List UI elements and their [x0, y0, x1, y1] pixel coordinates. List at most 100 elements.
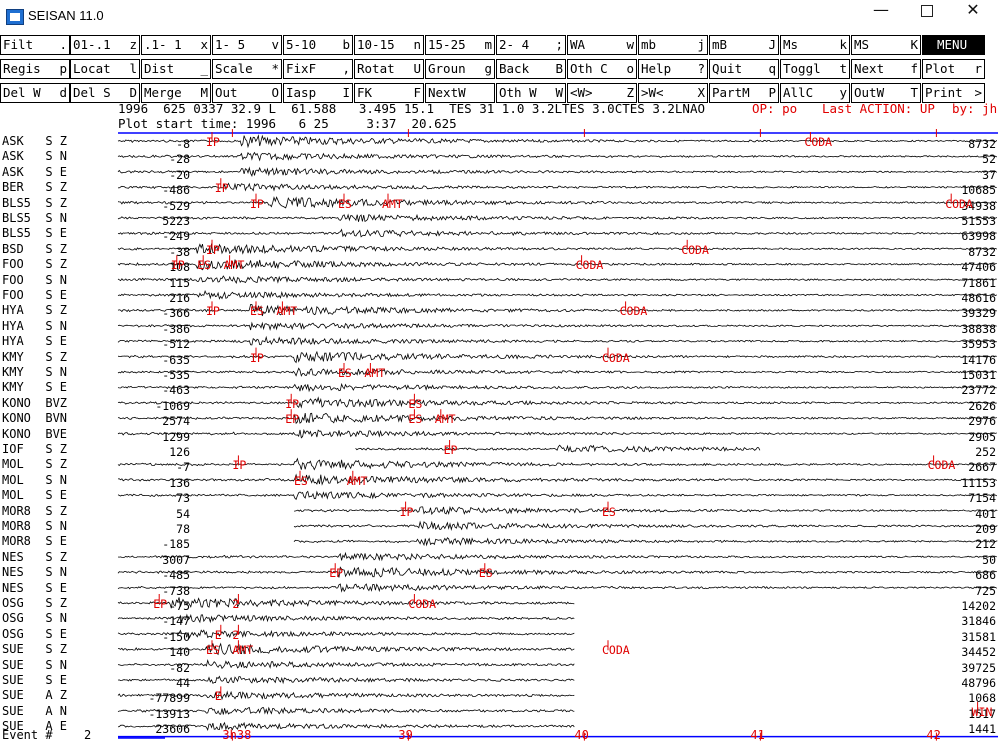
trace-waveform-19[interactable]: [117, 428, 997, 439]
toolbar-button-w-2-9[interactable]: >W< X: [638, 83, 708, 103]
trace-waveform-6[interactable]: [117, 228, 997, 238]
phase-pick-label[interactable]: WIN: [971, 704, 993, 719]
trace-waveform-0[interactable]: [117, 134, 998, 149]
phase-pick-label[interactable]: IP: [170, 258, 185, 273]
phase-pick-label[interactable]: ES: [206, 643, 220, 658]
trace-station-label[interactable]: OSG S N: [2, 611, 68, 626]
minimize-button[interactable]: —: [873, 0, 889, 19]
trace-station-label[interactable]: HYA S E: [2, 334, 68, 349]
trace-station-label[interactable]: FOO S N: [2, 272, 68, 287]
trace-waveform-18[interactable]: [117, 412, 997, 425]
phase-pick-label[interactable]: IP: [285, 396, 300, 411]
toolbar-button-mb-0-9[interactable]: mb j: [638, 35, 708, 55]
toolbar-button-rotat-1-5[interactable]: Rotat U: [354, 59, 424, 79]
phase-pick-label[interactable]: CODA: [408, 597, 437, 611]
phase-pick-label[interactable]: CODA: [804, 135, 833, 149]
trace-station-label[interactable]: SUE A E: [2, 719, 68, 734]
phase-pick-label[interactable]: 2: [232, 597, 240, 611]
toolbar-button-del-s-2-1[interactable]: Del S D: [70, 83, 140, 103]
phase-pick-label[interactable]: AMT: [276, 304, 298, 319]
toolbar-button-help-1-9[interactable]: Help?: [638, 59, 708, 79]
trace-station-label[interactable]: KMY S N: [2, 365, 68, 379]
trace-station-label[interactable]: SUE A N: [2, 703, 68, 718]
phase-pick-label[interactable]: CODA: [945, 196, 973, 211]
trace-station-label[interactable]: KONO BVE: [2, 426, 68, 441]
phase-pick-label[interactable]: AMT: [346, 473, 368, 488]
phase-pick-label[interactable]: CODA: [602, 643, 630, 658]
trace-station-label[interactable]: KONO BVN: [2, 411, 68, 426]
trace-station-label[interactable]: BER S Z: [2, 180, 68, 195]
trace-station-label[interactable]: SUE S N: [2, 657, 68, 672]
phase-pick-label[interactable]: AMT: [232, 643, 254, 658]
trace-station-label[interactable]: ASK S Z: [2, 134, 68, 148]
trace-waveform-10[interactable]: [117, 289, 997, 300]
toolbar-button-plot-1-13[interactable]: Plot r: [922, 59, 985, 79]
phase-pick-label[interactable]: E: [214, 689, 222, 704]
phase-pick-label[interactable]: ES: [478, 566, 493, 581]
trace-station-label[interactable]: FOO S Z: [2, 257, 68, 272]
phase-pick-label[interactable]: CODA: [681, 242, 709, 257]
toolbar-button-5-10-0-4[interactable]: 5-10 b: [283, 35, 353, 55]
trace-waveform-9[interactable]: [117, 275, 997, 284]
toolbar-button-oth-w-2-7[interactable]: Oth W W: [496, 83, 566, 103]
toolbar-button-nextw-2-6[interactable]: NextW: [425, 83, 495, 103]
maximize-button[interactable]: [904, 0, 950, 32]
trace-waveform-1[interactable]: [117, 151, 998, 162]
phase-pick-label[interactable]: ES: [338, 366, 352, 380]
toolbar-button-ms-0-12[interactable]: MS K: [851, 35, 921, 55]
phase-pick-label[interactable]: CODA: [575, 258, 604, 273]
trace-waveform-36[interactable]: [117, 690, 575, 701]
trace-waveform-27[interactable]: [117, 551, 997, 562]
trace-station-label[interactable]: MOL S E: [2, 488, 68, 503]
trace-station-label[interactable]: OSG S E: [2, 626, 68, 641]
trace-station-label[interactable]: MOR8 S Z: [2, 503, 68, 518]
toolbar-button-wa-0-8[interactable]: WA w: [567, 35, 637, 55]
toolbar-button-del-w-2-0[interactable]: Del W d: [0, 83, 70, 103]
trace-waveform-31[interactable]: [117, 613, 575, 624]
toolbar-button-10-15-0-5[interactable]: 10-15 n: [354, 35, 424, 55]
trace-station-label[interactable]: KMY S E: [2, 380, 68, 395]
trace-waveform-37[interactable]: [117, 706, 575, 715]
trace-station-label[interactable]: NES S E: [2, 580, 68, 595]
toolbar-button-oth-c-1-8[interactable]: Oth C o: [567, 59, 637, 79]
toolbar-button-partm-2-10[interactable]: PartM P: [709, 83, 779, 103]
trace-waveform-25[interactable]: [293, 520, 998, 531]
trace-waveform-26[interactable]: [293, 537, 998, 547]
trace-station-label[interactable]: IOF S Z: [2, 442, 68, 456]
toolbar-button-1-5-0-3[interactable]: 1- 5 v: [212, 35, 282, 55]
phase-pick-label[interactable]: AMT: [223, 258, 245, 273]
phase-pick-label[interactable]: IP: [206, 304, 220, 319]
phase-pick-label[interactable]: AMT: [434, 412, 456, 427]
phase-pick-label[interactable]: AMT: [382, 196, 403, 211]
trace-waveform-15[interactable]: [117, 367, 998, 377]
phase-pick-label[interactable]: IP: [250, 196, 264, 211]
trace-station-label[interactable]: FOO S E: [2, 288, 68, 302]
phase-pick-label[interactable]: ES: [602, 504, 616, 519]
toolbar-button-quit-1-10[interactable]: Quit q: [709, 59, 779, 79]
toolbar-button-next-1-12[interactable]: Next f: [851, 59, 921, 79]
trace-waveform-4[interactable]: [117, 196, 998, 209]
trace-waveform-22[interactable]: [117, 473, 997, 486]
toolbar-button-regis-1-0[interactable]: Regis p: [0, 59, 70, 79]
trace-station-label[interactable]: MOL S N: [2, 472, 68, 487]
phase-pick-label[interactable]: ES: [408, 396, 423, 411]
close-button[interactable]: ✕: [966, 0, 980, 19]
phase-pick-label[interactable]: EP: [285, 412, 300, 427]
toolbar-button-01-1-0-1[interactable]: 01-.1 z: [70, 35, 140, 55]
phase-pick-label[interactable]: 2: [232, 627, 240, 642]
phase-pick-label[interactable]: AMT: [364, 366, 386, 380]
phase-pick-label[interactable]: CODA: [602, 350, 630, 365]
toolbar-button-locat-1-1[interactable]: Locat l: [70, 59, 140, 79]
phase-pick-label[interactable]: ES: [408, 412, 423, 427]
trace-station-label[interactable]: BLS5 S N: [2, 211, 68, 225]
trace-waveform-33[interactable]: [117, 642, 575, 656]
trace-waveform-16[interactable]: [117, 382, 997, 393]
toolbar-button-out-2-3[interactable]: Out O: [212, 83, 282, 103]
trace-waveform-3[interactable]: [117, 182, 997, 192]
trace-station-label[interactable]: MOL S Z: [2, 457, 68, 472]
trace-station-label[interactable]: KMY S Z: [2, 349, 68, 364]
trace-waveform-13[interactable]: [117, 335, 997, 346]
trace-waveform-12[interactable]: [117, 321, 997, 331]
trace-waveform-24[interactable]: [293, 505, 998, 516]
toolbar-button-2-4-0-7[interactable]: 2- 4;: [496, 35, 566, 55]
